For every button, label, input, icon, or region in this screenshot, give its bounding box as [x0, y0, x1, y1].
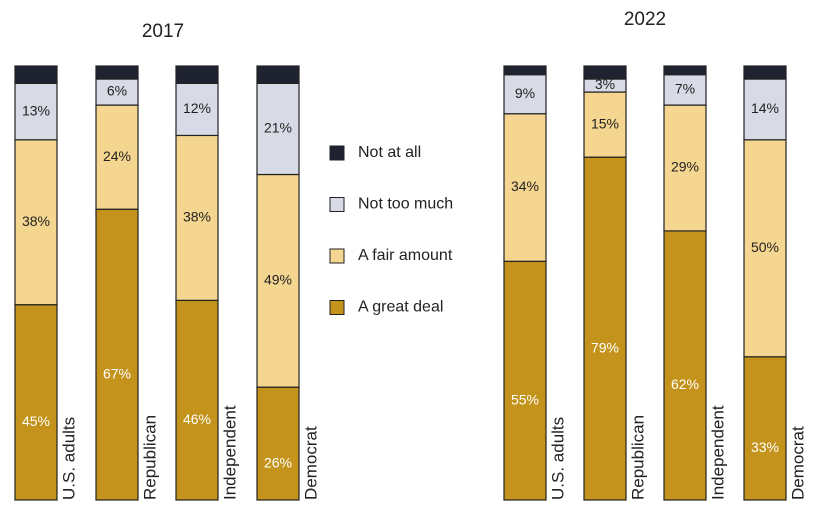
data-label: 67%: [103, 365, 131, 381]
bar-segment: [583, 156, 627, 501]
legend-label: Not too much: [358, 196, 453, 213]
bar-segment: [256, 65, 300, 84]
data-label: 45%: [22, 413, 50, 429]
data-label: 33%: [751, 439, 779, 455]
data-label: 38%: [22, 213, 50, 229]
data-label: 49%: [264, 272, 292, 288]
bar-segment: [256, 173, 300, 388]
bar-segment: [503, 65, 547, 76]
bar-segment: [503, 74, 547, 115]
bar-segment: [95, 78, 139, 106]
bar-segment: [503, 260, 547, 501]
data-label: 38%: [183, 209, 211, 225]
bar-segment: [256, 386, 300, 501]
bar-segment: [583, 65, 627, 80]
bar-segment: [663, 74, 707, 106]
bar-segment: [256, 82, 300, 176]
bar-segment: [14, 82, 58, 141]
data-label: 55%: [511, 391, 539, 407]
bar-segment: [743, 78, 787, 141]
category-label: Independent: [708, 405, 727, 500]
legend-label: A great deal: [358, 299, 443, 316]
bar-segment: [663, 65, 707, 76]
data-label: 62%: [671, 376, 699, 392]
bar-segment: [14, 304, 58, 501]
category-label: Republican: [140, 415, 159, 500]
chart-title: 2022: [624, 9, 666, 30]
chart-title: 2017: [142, 21, 184, 42]
bar-segment: [95, 208, 139, 501]
data-label: 24%: [103, 148, 131, 164]
data-label: 34%: [511, 178, 539, 194]
data-label: 3%: [595, 76, 615, 92]
category-label: Democrat: [301, 426, 320, 500]
bar-segment: [503, 113, 547, 262]
data-label: 26%: [264, 454, 292, 470]
legend-swatch: [329, 300, 345, 315]
legend-label: Not at all: [358, 144, 421, 161]
bar-segment: [743, 356, 787, 501]
legend-swatch: [329, 197, 345, 212]
data-label: 79%: [591, 339, 619, 355]
bar-segment: [175, 82, 219, 137]
bar-segment: [583, 91, 627, 158]
legend-label: A fair amount: [358, 247, 453, 264]
data-label: 29%: [671, 159, 699, 175]
data-label: 14%: [751, 100, 779, 116]
bar-segment: [175, 299, 219, 501]
data-label: 15%: [591, 115, 619, 131]
legend-swatch: [329, 248, 345, 264]
legend-swatch: [329, 145, 345, 161]
category-label: U.S. adults: [59, 417, 78, 500]
bar-segment: [663, 230, 707, 501]
data-label: 46%: [183, 411, 211, 427]
data-label: 13%: [22, 102, 50, 118]
bar-segment: [95, 65, 139, 80]
category-label: U.S. adults: [548, 417, 567, 500]
data-label: 9%: [515, 85, 535, 101]
category-label: Republican: [628, 415, 647, 500]
category-label: Independent: [220, 405, 239, 500]
bar-segment: [743, 65, 787, 80]
bar-segment: [14, 139, 58, 306]
data-label: 6%: [107, 83, 127, 99]
data-label: 50%: [751, 239, 779, 255]
bar-segment: [175, 134, 219, 301]
data-label: 21%: [264, 120, 292, 136]
data-label: 12%: [183, 100, 211, 116]
bar-segment: [14, 65, 58, 84]
bar-segment: [175, 65, 219, 84]
data-label: 7%: [675, 81, 695, 97]
category-label: Democrat: [788, 426, 807, 500]
